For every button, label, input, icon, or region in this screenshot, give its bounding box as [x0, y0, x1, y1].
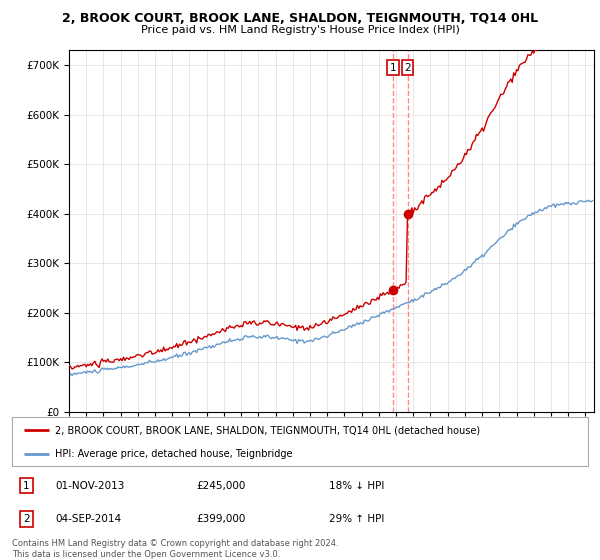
Text: HPI: Average price, detached house, Teignbridge: HPI: Average price, detached house, Teig…: [55, 449, 293, 459]
Text: 29% ↑ HPI: 29% ↑ HPI: [329, 514, 384, 524]
Text: 1: 1: [23, 480, 30, 491]
Text: 2: 2: [404, 63, 411, 73]
Text: £245,000: £245,000: [196, 480, 245, 491]
Text: 04-SEP-2014: 04-SEP-2014: [55, 514, 121, 524]
Text: 01-NOV-2013: 01-NOV-2013: [55, 480, 125, 491]
Text: 2, BROOK COURT, BROOK LANE, SHALDON, TEIGNMOUTH, TQ14 0HL: 2, BROOK COURT, BROOK LANE, SHALDON, TEI…: [62, 12, 538, 25]
Text: 1: 1: [390, 63, 397, 73]
Text: Contains HM Land Registry data © Crown copyright and database right 2024.
This d: Contains HM Land Registry data © Crown c…: [12, 539, 338, 559]
Text: Price paid vs. HM Land Registry's House Price Index (HPI): Price paid vs. HM Land Registry's House …: [140, 25, 460, 35]
Text: £399,000: £399,000: [196, 514, 245, 524]
Text: 2, BROOK COURT, BROOK LANE, SHALDON, TEIGNMOUTH, TQ14 0HL (detached house): 2, BROOK COURT, BROOK LANE, SHALDON, TEI…: [55, 426, 481, 436]
Text: 18% ↓ HPI: 18% ↓ HPI: [329, 480, 384, 491]
Text: 2: 2: [23, 514, 30, 524]
